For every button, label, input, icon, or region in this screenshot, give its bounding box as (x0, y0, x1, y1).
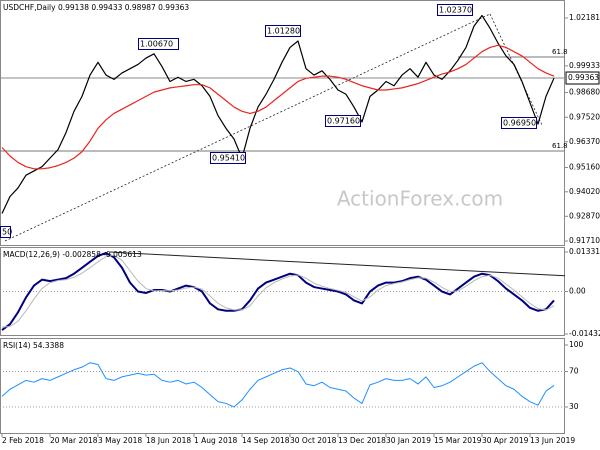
trendline (109, 251, 566, 277)
x-tick-label: 13 Jun 2019 (530, 436, 575, 445)
price-label: 0.96950 (503, 119, 536, 128)
fib-label: 61.8 (552, 48, 568, 56)
panel-frame (0, 0, 565, 246)
price-label: 1.01280 (267, 27, 300, 36)
x-tick-label: 15 Mar 2019 (434, 436, 482, 445)
y-tick-label: 0.92870 (569, 211, 600, 220)
x-tick-label: 18 Jun 2018 (146, 436, 191, 445)
y-tick-label: -0.014323 (569, 329, 600, 338)
y-tick-label: 0.94020 (569, 187, 600, 196)
x-tick-label: 20 Mar 2018 (50, 436, 98, 445)
y-tick-label: 0.97520 (569, 112, 600, 121)
y-tick-label: 0.00 (569, 287, 586, 296)
x-tick-label: 14 Sep 2018 (242, 436, 290, 445)
y-tick-label: 0.98680 (569, 88, 600, 97)
y-tick-label: 0.96370 (569, 137, 600, 146)
price-label-box (437, 4, 473, 16)
panel-title: USDCHF,Daily 0.99138 0.99433 0.98987 0.9… (3, 3, 189, 12)
x-tick-label: 1 Aug 2018 (194, 436, 237, 445)
x-tick-label: 30 Jan 2019 (386, 436, 431, 445)
y-tick-label: 0.013319 (569, 247, 600, 256)
x-tick-label: 13 Dec 2018 (338, 436, 386, 445)
price-label: 1.02370 (439, 6, 472, 15)
series-line (1, 251, 555, 331)
y-tick-label: 30 (569, 402, 579, 411)
last-price-label: 0.99363 (568, 73, 599, 82)
price-label: 0.97160 (327, 117, 360, 126)
series-line (1, 44, 555, 170)
price-label-box (210, 152, 246, 164)
y-tick-label: 0.99933 (569, 61, 600, 70)
fib-label: 61.8 (552, 142, 568, 150)
price-label-box (138, 38, 179, 50)
x-tick-label: 2 Feb 2018 (2, 436, 44, 445)
series-line (1, 14, 555, 214)
y-tick-label: 1.02181 (569, 13, 600, 22)
watermark: ActionForex.com (337, 187, 503, 211)
y-tick-label: 0.95160 (569, 163, 600, 172)
y-tick-label: 0.91710 (569, 236, 600, 245)
x-tick-label: 3 May 2018 (98, 436, 142, 445)
series-line (1, 254, 555, 328)
price-label: 50 (2, 228, 12, 237)
x-tick-label: 30 Oct 2018 (290, 436, 337, 445)
x-tick-label: 30 Apr 2019 (482, 436, 529, 445)
price-label: 0.95410 (212, 154, 245, 163)
trendline (4, 13, 491, 242)
price-label-box (501, 117, 537, 129)
y-tick-label: 70 (569, 367, 579, 376)
panel-frame (0, 338, 565, 434)
panel-title: MACD(12,26,9) -0.002858 -0.005613 (3, 250, 142, 259)
price-label: 1.00670 (140, 40, 173, 49)
price-label-box (265, 25, 301, 37)
price-label-box (325, 115, 361, 127)
y-tick-label: 100 (569, 340, 584, 349)
panel-title: RSI(14) 54.3388 (3, 341, 64, 350)
last-price-box (565, 71, 600, 85)
price-label-box (0, 226, 11, 238)
series-line (1, 362, 555, 408)
